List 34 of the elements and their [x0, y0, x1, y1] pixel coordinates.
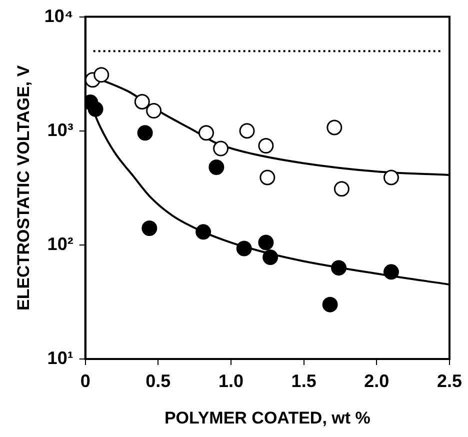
x-axis-title: POLYMER COATED, wt % — [164, 408, 370, 428]
x-tick-label: 0.5 — [146, 370, 171, 391]
y-tick-label: 10³ — [47, 120, 74, 140]
point — [334, 181, 350, 197]
point — [326, 120, 342, 136]
point — [208, 159, 224, 175]
point — [258, 138, 274, 154]
point — [213, 140, 229, 156]
point — [142, 220, 158, 236]
y-tick-label: 10¹ — [47, 348, 74, 368]
point — [260, 170, 276, 186]
point — [383, 170, 399, 186]
point — [258, 234, 274, 250]
y-axis-title: ELECTROSTATIC VOLTAGE, V — [14, 64, 33, 311]
x-tick-label: 2.0 — [364, 370, 390, 391]
x-tick-label: 1.0 — [218, 370, 244, 391]
x-tick-label: 2.5 — [436, 370, 462, 391]
point — [331, 260, 347, 276]
y-tick-label: 10² — [47, 234, 74, 254]
point — [94, 67, 110, 83]
point — [198, 125, 214, 141]
point — [88, 101, 104, 117]
point — [322, 296, 338, 312]
x-tick-label: 0 — [80, 370, 90, 391]
point — [236, 240, 252, 256]
point — [137, 125, 153, 141]
point — [146, 103, 162, 119]
y-tick-label: 10⁴ — [44, 6, 74, 26]
point — [239, 123, 255, 139]
point — [196, 224, 212, 240]
point — [262, 249, 278, 265]
x-tick-label: 1.5 — [291, 370, 316, 391]
point — [134, 94, 150, 110]
point — [383, 264, 399, 280]
